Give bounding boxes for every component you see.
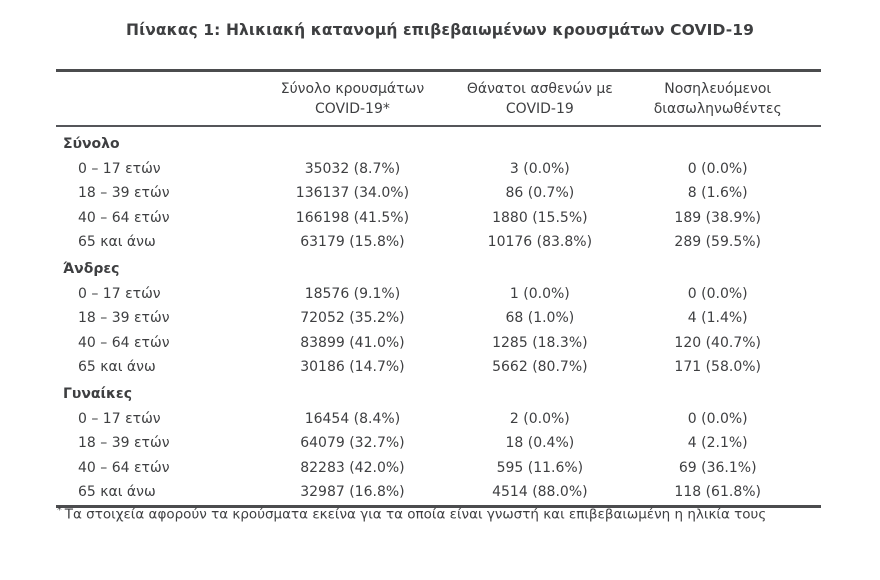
deaths-cell: 5662 (80.7%) [492,359,588,375]
deaths-cell: 4514 (88.0%) [492,484,588,500]
cases-cell: 136137 (34.0%) [295,185,410,201]
table-row: 18 – 39 ετών 136137 (34.0%) 86 (0.7%) 8 (1.… [56,182,821,207]
table-row: 18 – 39 ετών 64079 (32.7%) 18 (0.4%) 4 (2.1… [56,432,821,457]
cases-cell: 30186 (14.7%) [300,359,405,375]
deaths-cell: 1880 (15.5%) [492,209,588,226]
intubated-cell: 0 (0.0%) [687,160,748,177]
header-intubated: Νοσηλευόμενοι διασωληνωθέντες [614,72,821,127]
cases-cell: 64079 (32.7%) [300,435,405,451]
header-deaths-line1: Θάνατοι ασθενών με [466,81,613,97]
section-name: Σύνολο [63,136,120,152]
cases-cell: 63179 (15.8%) [300,234,405,250]
covid-age-table: Σύνολο κρουσμάτων COVID-19* Θάνατοι ασθε… [56,69,821,508]
table-row: 65 και άνω 63179 (15.8%) 10176 (83.8%) 289 … [56,231,821,256]
intubated-cell: 4 (2.1%) [687,435,748,451]
header-deaths-line2: COVID-19 [505,101,574,117]
cases-cell: 72052 (35.2%) [300,310,405,326]
age-cell: 18 – 39 ετών [78,310,170,326]
intubated-cell: 189 (38.9%) [674,209,761,226]
section-name: Γυναίκες [63,386,133,402]
age-cell: 65 και άνω [78,359,156,375]
section-header-row: Άνδρες [56,255,821,282]
header-empty-cell [56,72,240,127]
deaths-cell: 86 (0.7%) [505,185,575,201]
deaths-cell: 595 (11.6%) [496,459,584,476]
deaths-cell: 10176 (83.8%) [487,234,593,250]
intubated-cell: 69 (36.1%) [678,459,757,476]
age-cell: 0 – 17 ετών [78,285,161,302]
age-cell: 18 – 39 ετών [78,435,170,451]
cases-cell: 16454 (8.4%) [304,410,401,427]
header-cases: Σύνολο κρουσμάτων COVID-19* [239,72,466,127]
data-table: Σύνολο κρουσμάτων COVID-19* Θάνατοι ασθε… [56,72,821,505]
deaths-cell: 1 (0.0%) [509,285,570,302]
cases-cell: 83899 (41.0%) [300,334,405,351]
age-cell: 65 και άνω [78,234,156,250]
intubated-cell: 8 (1.6%) [687,185,748,201]
age-cell: 40 – 64 ετών [78,459,170,476]
deaths-cell: 1285 (18.3%) [492,334,588,351]
table-row: 40 – 64 ετών 166198 (41.5%) 1880 (15.5%) 18… [56,206,821,231]
age-cell: 40 – 64 ετών [78,334,170,351]
age-cell: 65 και άνω [78,484,156,500]
intubated-cell: 0 (0.0%) [687,410,748,427]
intubated-cell: 4 (1.4%) [687,310,748,326]
deaths-cell: 68 (1.0%) [505,310,575,326]
cases-cell: 18576 (9.1%) [304,285,401,302]
age-cell: 0 – 17 ετών [78,160,161,177]
cases-cell: 82283 (42.0%) [300,459,405,476]
table-row: 0 – 17 ετών 35032 (8.7%) 3 (0.0%) 0 (0.0%) [56,157,821,182]
table-row: 40 – 64 ετών 83899 (41.0%) 1285 (18.3%) 120… [56,331,821,356]
header-intubated-line1: Νοσηλευόμενοι [664,81,772,97]
table-row: 0 – 17 ετών 18576 (9.1%) 1 (0.0%) 0 (0.0%) [56,282,821,307]
table-row: 18 – 39 ετών 72052 (35.2%) 68 (1.0%) 4 (1.4… [56,307,821,332]
table-row: 65 και άνω 30186 (14.7%) 5662 (80.7%) 171 (… [56,356,821,381]
intubated-cell: 0 (0.0%) [687,285,748,302]
header-row: Σύνολο κρουσμάτων COVID-19* Θάνατοι ασθε… [56,72,821,127]
age-cell: 40 – 64 ετών [78,209,170,226]
table-row: 0 – 17 ετών 16454 (8.4%) 2 (0.0%) 0 (0.0%) [56,407,821,432]
table-title: Πίνακας 1: Ηλικιακή κατανομή επιβεβαιωμέ… [126,21,754,39]
cases-cell: 166198 (41.5%) [295,209,410,226]
intubated-cell: 120 (40.7%) [674,334,761,351]
deaths-cell: 18 (0.4%) [505,435,575,451]
table-row: 65 και άνω 32987 (16.8%) 4514 (88.0%) 118 (… [56,481,821,506]
footnote-text: Τα στοιχεία αφορούν τα κρούσματα εκείνα … [64,506,767,523]
deaths-cell: 2 (0.0%) [509,410,570,427]
header-intubated-line2: διασωληνωθέντες [653,101,782,117]
age-cell: 0 – 17 ετών [78,410,161,427]
header-deaths: Θάνατοι ασθενών με COVID-19 [465,72,615,127]
cases-cell: 32987 (16.8%) [300,484,405,500]
header-cases-line2: COVID-19* [314,101,390,117]
footnote-marker: * [57,505,62,516]
intubated-cell: 289 (59.5%) [674,234,761,250]
intubated-cell: 118 (61.8%) [674,484,761,500]
section-header-row: Σύνολο [56,126,821,157]
header-cases-line1: Σύνολο κρουσμάτων [280,81,425,97]
age-cell: 18 – 39 ετών [78,185,170,201]
table-row: 40 – 64 ετών 82283 (42.0%) 595 (11.6%) 69 (… [56,456,821,481]
deaths-cell: 3 (0.0%) [509,160,570,177]
table-footnote: * Τα στοιχεία αφορούν τα κρούσματα εκείνα… [57,505,822,523]
intubated-cell: 171 (58.0%) [674,359,761,375]
section-header-row: Γυναίκες [56,380,821,407]
cases-cell: 35032 (8.7%) [304,160,401,177]
section-name: Άνδρες [63,261,120,277]
